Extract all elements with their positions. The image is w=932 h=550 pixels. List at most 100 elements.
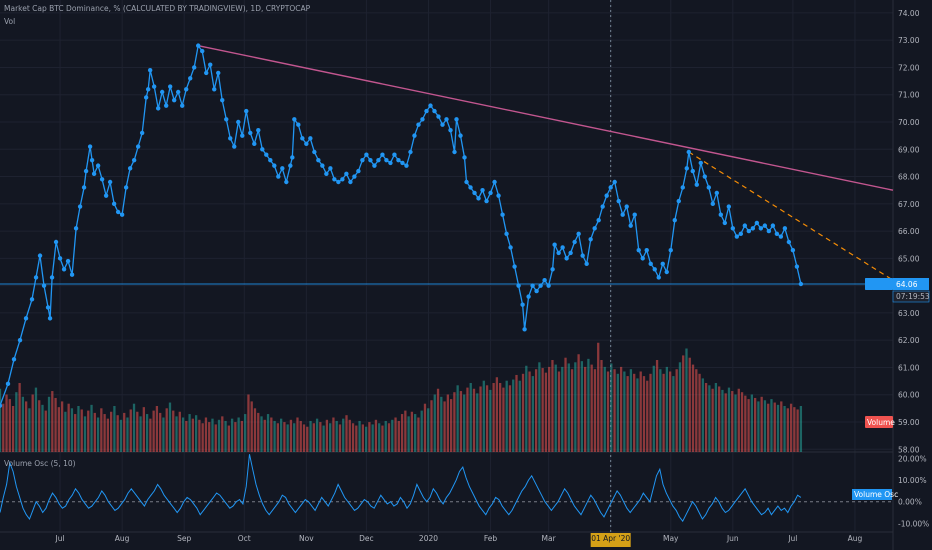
volume-bar-84	[273, 420, 276, 452]
volume-bar-77	[250, 401, 253, 452]
volume-bar-1	[2, 403, 5, 452]
volume-bar-16	[51, 391, 54, 452]
btc-dominance-point-47	[184, 87, 189, 92]
btc-dominance-point-181	[706, 185, 711, 190]
osc-legend-label: Volume Osc (5, 10)	[4, 459, 76, 468]
volume-bar-23	[74, 414, 77, 452]
volume-bar-75	[244, 414, 247, 452]
btc-dominance-point-102	[400, 160, 405, 166]
volume-bar-202	[659, 369, 662, 452]
volume-bar-223	[727, 387, 731, 452]
volume-bar-2	[5, 394, 8, 452]
volume-bar-154	[502, 387, 505, 452]
btc-dominance-point-154	[600, 204, 605, 209]
volume-bar-88	[286, 424, 289, 452]
volume-bar-122	[397, 420, 400, 452]
volume-bar-167	[544, 372, 548, 452]
volume-bar-50	[162, 417, 165, 452]
volume-bar-28	[90, 404, 93, 452]
btc-dominance-point-13	[57, 256, 63, 261]
btc-dominance-point-52	[204, 70, 209, 76]
y-tick-label-11: 69.00	[898, 145, 920, 154]
volume-bar-33	[106, 418, 110, 452]
btc-dominance-point-142	[552, 242, 557, 247]
btc-dominance-point-200	[782, 226, 788, 231]
x-tick-label-5: Dec	[359, 534, 374, 543]
btc-dominance-point-57	[224, 117, 229, 122]
osc-tick-label-1: 10.00%	[898, 476, 927, 485]
volume-bar-224	[731, 391, 734, 452]
volume-bar-205	[668, 371, 672, 452]
btc-dominance-point-103	[404, 163, 409, 168]
btc-dominance-point-3	[17, 337, 23, 343]
volume-bar-159	[518, 380, 521, 452]
volume-bar-140	[456, 385, 459, 452]
btc-dominance-point-197	[770, 223, 776, 228]
volume-bar-153	[499, 383, 502, 452]
btc-dominance-point-68	[268, 157, 273, 163]
btc-dominance-point-156	[608, 185, 613, 190]
btc-dominance-point-63	[248, 130, 253, 136]
x-tick-label-2: Sep	[177, 534, 191, 543]
btc-dominance-point-53	[208, 62, 213, 67]
volume-osc-line[interactable]	[0, 454, 802, 523]
volume-bar-198	[646, 380, 649, 452]
btc-dominance-point-5	[29, 297, 35, 302]
osc-tick-label-0: 20.00%	[898, 454, 927, 463]
volume-bar-110	[358, 420, 361, 452]
btc-dominance-point-190	[742, 223, 748, 228]
btc-dominance-point-204	[798, 281, 804, 287]
volume-bar-85	[276, 423, 280, 452]
volume-bar-116	[378, 423, 381, 452]
btc-dominance-point-160	[624, 204, 629, 209]
y-tick-label-13: 71.00	[898, 91, 920, 100]
btc-dominance-point-74	[290, 155, 295, 160]
volume-bar-177	[577, 354, 580, 452]
price-value-tag-bg	[893, 278, 929, 290]
volume-bar-27	[87, 410, 90, 452]
btc-dominance-point-109	[428, 103, 433, 108]
x-tick-label-0: Jul	[55, 534, 65, 543]
volume-bar-211	[688, 357, 691, 452]
btc-dominance-point-51	[200, 48, 205, 54]
volume-bar-147	[479, 386, 482, 452]
y-tick-label-14: 72.00	[898, 63, 920, 72]
y-tick-label-8: 66.00	[898, 227, 920, 236]
btc-dominance-point-48	[188, 76, 193, 81]
volume-bar-31	[100, 408, 103, 452]
dashed-trendline[interactable]	[688, 151, 894, 281]
volume-bar-78	[253, 408, 257, 452]
btc-dominance-point-147	[572, 239, 577, 245]
volume-bar-143	[466, 387, 469, 452]
btc-dominance-point-16	[69, 272, 75, 277]
resistance-trendline[interactable]	[198, 44, 894, 191]
volume-bar-203	[662, 373, 665, 452]
y-tick-label-10: 68.00	[898, 173, 920, 182]
volume-bar-145	[472, 388, 476, 452]
volume-bar-92	[299, 420, 302, 452]
volume-bar-30	[96, 417, 100, 452]
volume-bar-43	[139, 416, 142, 452]
btc-dominance-line[interactable]	[0, 43, 802, 406]
btc-dominance-point-186	[726, 204, 732, 209]
price-tag-pad-bg	[865, 278, 893, 290]
btc-dominance-point-111	[436, 114, 441, 119]
volume-bar-243	[793, 407, 796, 452]
btc-dominance-point-40	[155, 106, 161, 111]
volume-bar-6	[18, 383, 21, 452]
volume-bar-183	[597, 342, 600, 452]
y-tick-label-2: 60.00	[898, 391, 920, 400]
btc-dominance-point-44	[171, 97, 177, 103]
volume-bar-144	[469, 383, 472, 452]
btc-dominance-point-198	[774, 231, 780, 237]
volume-bar-225	[734, 394, 737, 452]
btc-dominance-point-150	[584, 261, 589, 267]
volume-bar-68	[221, 416, 224, 452]
btc-dominance-point-152	[592, 226, 597, 231]
btc-dominance-point-124	[484, 198, 489, 204]
btc-dominance-point-76	[296, 122, 301, 127]
volume-bar-169	[551, 360, 554, 452]
volume-bar-218	[711, 388, 714, 452]
volume-bar-108	[351, 423, 355, 452]
